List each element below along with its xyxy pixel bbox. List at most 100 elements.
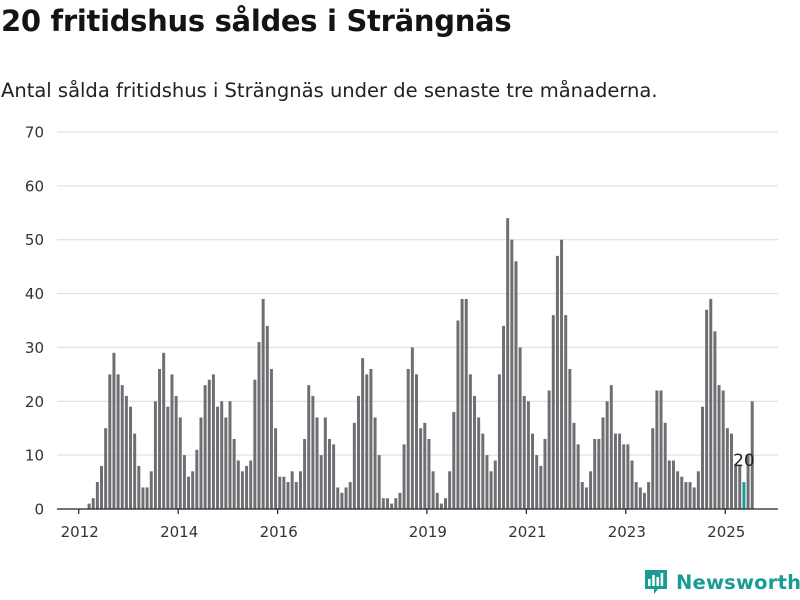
bar (278, 476, 282, 509)
bar (356, 395, 360, 509)
bar (124, 395, 128, 509)
bar (531, 433, 535, 509)
bar (551, 315, 555, 509)
bar (667, 460, 671, 509)
bar (290, 471, 294, 509)
bar (638, 487, 642, 509)
bar (153, 401, 157, 509)
y-tick-label: 40 (25, 285, 44, 303)
x-tick-label: 2016 (260, 523, 298, 541)
bars (87, 218, 754, 510)
bar (137, 465, 141, 509)
x-tick-label: 2012 (61, 523, 99, 541)
y-axis-tick-labels: 0 10 20 30 40 50 60 70 (25, 124, 44, 519)
bar (427, 438, 431, 509)
bar (133, 433, 137, 509)
bar (286, 482, 290, 509)
x-axis-ticks: 2012 2014 2016 2019 2021 2023 2025 (61, 509, 745, 541)
bar (502, 325, 506, 509)
bar (182, 455, 186, 509)
bar (651, 428, 655, 509)
bar (298, 471, 302, 509)
bar (435, 492, 439, 509)
bar-highlight (742, 482, 746, 509)
bar (539, 465, 543, 509)
bar (112, 352, 116, 509)
bar (145, 487, 149, 509)
bar (381, 498, 385, 509)
bar (377, 455, 381, 509)
bar (162, 352, 166, 509)
bar (170, 374, 174, 509)
bar (394, 498, 398, 509)
bar (634, 482, 638, 509)
bar (158, 368, 162, 509)
bar (688, 482, 692, 509)
highlight-value-label: 20 (733, 451, 755, 471)
bar (120, 385, 124, 509)
bar (626, 444, 630, 509)
bar (547, 390, 551, 509)
bar (311, 395, 315, 509)
bar (468, 374, 472, 509)
bar (473, 395, 477, 509)
bar (95, 482, 99, 509)
bar (584, 487, 588, 509)
bar (398, 492, 402, 509)
bar (340, 492, 344, 509)
chart-subtitle: Antal sålda fritidshus i Strängnäs under… (1, 79, 658, 102)
x-tick-label: 2023 (608, 523, 646, 541)
newsworthy-logo[interactable]: Newsworthy (645, 570, 800, 594)
bar (456, 320, 460, 509)
bar (373, 417, 377, 509)
bar (439, 503, 443, 509)
bar (609, 385, 613, 509)
bar (406, 368, 410, 509)
bar (555, 255, 559, 509)
bar (352, 422, 356, 509)
y-tick-label: 70 (25, 124, 44, 142)
bar (489, 471, 493, 509)
bar (477, 417, 481, 509)
bar (236, 460, 240, 509)
y-tick-label: 50 (25, 231, 44, 249)
bar (191, 471, 195, 509)
bar (240, 471, 244, 509)
bar (166, 406, 170, 509)
bar (518, 347, 522, 509)
bar (336, 487, 340, 509)
bar (725, 428, 729, 509)
bar (211, 374, 215, 509)
bar (493, 460, 497, 509)
x-tick-label: 2025 (707, 523, 745, 541)
bar (460, 298, 464, 509)
bar (522, 395, 526, 509)
bar (91, 498, 95, 509)
bar (713, 331, 717, 509)
bar (141, 487, 145, 509)
bar (269, 368, 273, 509)
y-tick-label: 20 (25, 393, 44, 411)
bar (642, 492, 646, 509)
bar (419, 428, 423, 509)
bar (294, 482, 298, 509)
bar (207, 379, 211, 509)
bar (332, 444, 336, 509)
bar (323, 417, 327, 509)
brand-name: Newsworthy (676, 570, 800, 594)
bar (543, 438, 547, 509)
bar (390, 503, 394, 509)
bar (303, 438, 307, 509)
bar (750, 401, 754, 509)
bar (572, 422, 576, 509)
bar (510, 239, 514, 509)
bar (535, 455, 539, 509)
bar (369, 368, 373, 509)
bar-chart: 0 10 20 30 40 50 60 70 2012 2014 2016 2019 2021 2023… (25, 124, 778, 541)
bar (605, 401, 609, 509)
bar (274, 428, 278, 509)
bar (593, 438, 597, 509)
x-tick-label: 2014 (160, 523, 198, 541)
chart-title: 20 fritidshus såldes i Strängnäs (1, 4, 512, 38)
bar (452, 412, 456, 509)
